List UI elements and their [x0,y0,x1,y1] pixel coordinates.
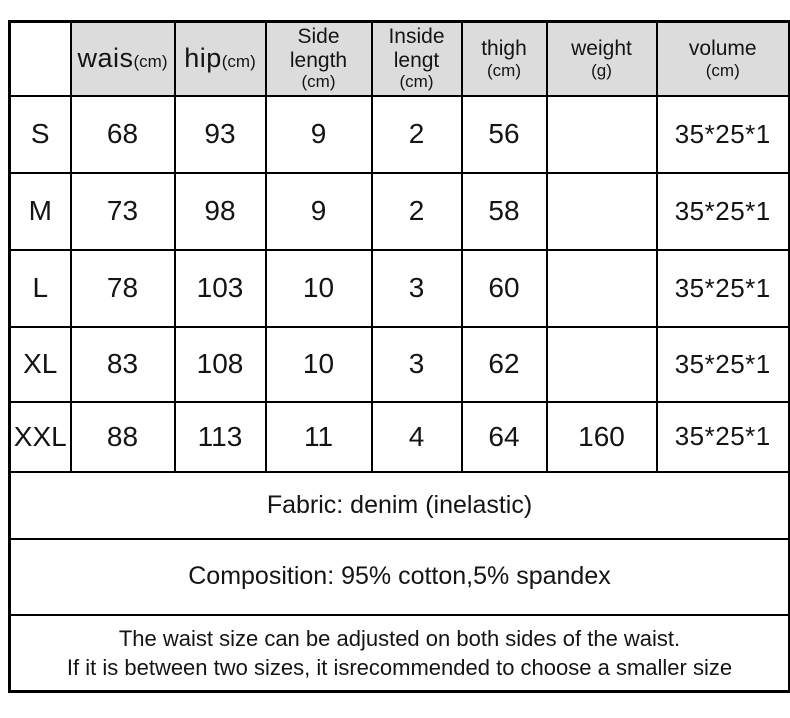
wais-cell: 88 [69,400,176,473]
inside-length-cell: 2 [370,94,463,174]
weight-cell [545,248,658,328]
size-cell: S [8,94,72,174]
inside-length-header-line1: Inside [388,25,445,49]
hip-header-unit: (cm) [221,52,256,72]
volume-cell: 35*25*1 [655,325,790,403]
col-header-thigh: thigh (cm) [460,20,548,97]
col-header-hip: hip(cm) [173,20,267,97]
side-length-cell: 9 [264,171,373,251]
hip-cell: 113 [173,400,267,473]
size-cell: XL [8,325,72,403]
table-row-xl: XL 83 108 10 3 62 35*25*1 [8,325,790,403]
weight-cell: 160 [545,400,658,473]
inside-length-cell: 3 [370,248,463,328]
thigh-cell: 62 [460,325,548,403]
corner-cell [8,20,72,97]
col-header-volume: volume (cm) [655,20,790,97]
side-length-cell: 10 [264,325,373,403]
size-cell: L [8,248,72,328]
wais-cell: 68 [69,94,176,174]
inside-length-cell: 3 [370,325,463,403]
hip-cell: 108 [173,325,267,403]
table-row-l: L 78 103 10 3 60 35*25*1 [8,248,790,328]
thigh-cell: 58 [460,171,548,251]
side-length-header-line1: Side [297,25,340,49]
inside-length-cell: 4 [370,400,463,473]
weight-header-label: weight [571,37,632,61]
wais-header-label: wais [77,43,134,74]
col-header-side-length: Side length (cm) [264,20,373,97]
volume-cell: 35*25*1 [655,94,790,174]
weight-cell [545,94,658,174]
wais-header-unit: (cm) [133,52,168,72]
table-row-s: S 68 93 9 2 56 35*25*1 [8,94,790,174]
thigh-header-unit: (cm) [487,60,521,80]
volume-header-unit: (cm) [705,60,740,80]
thigh-cell: 60 [460,248,548,328]
col-header-weight: weight (g) [545,20,658,97]
table-row-xxl: XXL 88 113 11 4 64 160 35*25*1 [8,400,790,473]
side-length-cell: 9 [264,94,373,174]
thigh-cell: 64 [460,400,548,473]
thigh-cell: 56 [460,94,548,174]
volume-cell: 35*25*1 [655,171,790,251]
inside-length-header-unit: (cm) [399,72,434,92]
col-header-wais: wais(cm) [69,20,176,97]
size-table: wais(cm) hip(cm) Side length (cm) Inside… [8,20,790,693]
side-length-cell: 10 [264,248,373,328]
side-length-header-unit: (cm) [301,72,336,92]
wais-cell: 78 [69,248,176,328]
hip-header-label: hip [184,43,222,74]
weight-header-unit: (g) [591,60,612,80]
note-line-2: If it is between two sizes, it isrecomme… [66,654,733,680]
volume-header-label: volume [688,37,757,61]
side-length-cell: 11 [264,400,373,473]
fabric-row: Fabric: denim (inelastic) [8,470,790,540]
size-cell: M [8,171,72,251]
note: The waist size can be adjusted on both s… [8,613,790,693]
size-cell: XXL [8,400,72,473]
wais-cell: 83 [69,325,176,403]
hip-cell: 93 [173,94,267,174]
side-length-header-line2: length [289,48,348,72]
col-header-inside-length: Inside lengt (cm) [370,20,463,97]
composition-row: Composition: 95% cotton,5% spandex [8,537,790,616]
weight-cell [545,325,658,403]
volume-cell: 35*25*1 [655,248,790,328]
weight-cell [545,171,658,251]
hip-cell: 98 [173,171,267,251]
inside-length-header-line2: lengt [393,48,440,72]
fabric-info: Fabric: denim (inelastic) [8,470,790,540]
note-row: The waist size can be adjusted on both s… [8,613,790,693]
inside-length-cell: 2 [370,171,463,251]
table-row-m: M 73 98 9 2 58 35*25*1 [8,171,790,251]
wais-cell: 73 [69,171,176,251]
note-line-1: The waist size can be adjusted on both s… [118,625,681,651]
composition-info: Composition: 95% cotton,5% spandex [8,537,790,616]
thigh-header-label: thigh [481,37,527,61]
header-row: wais(cm) hip(cm) Side length (cm) Inside… [8,20,790,97]
volume-cell: 35*25*1 [655,400,790,473]
hip-cell: 103 [173,248,267,328]
